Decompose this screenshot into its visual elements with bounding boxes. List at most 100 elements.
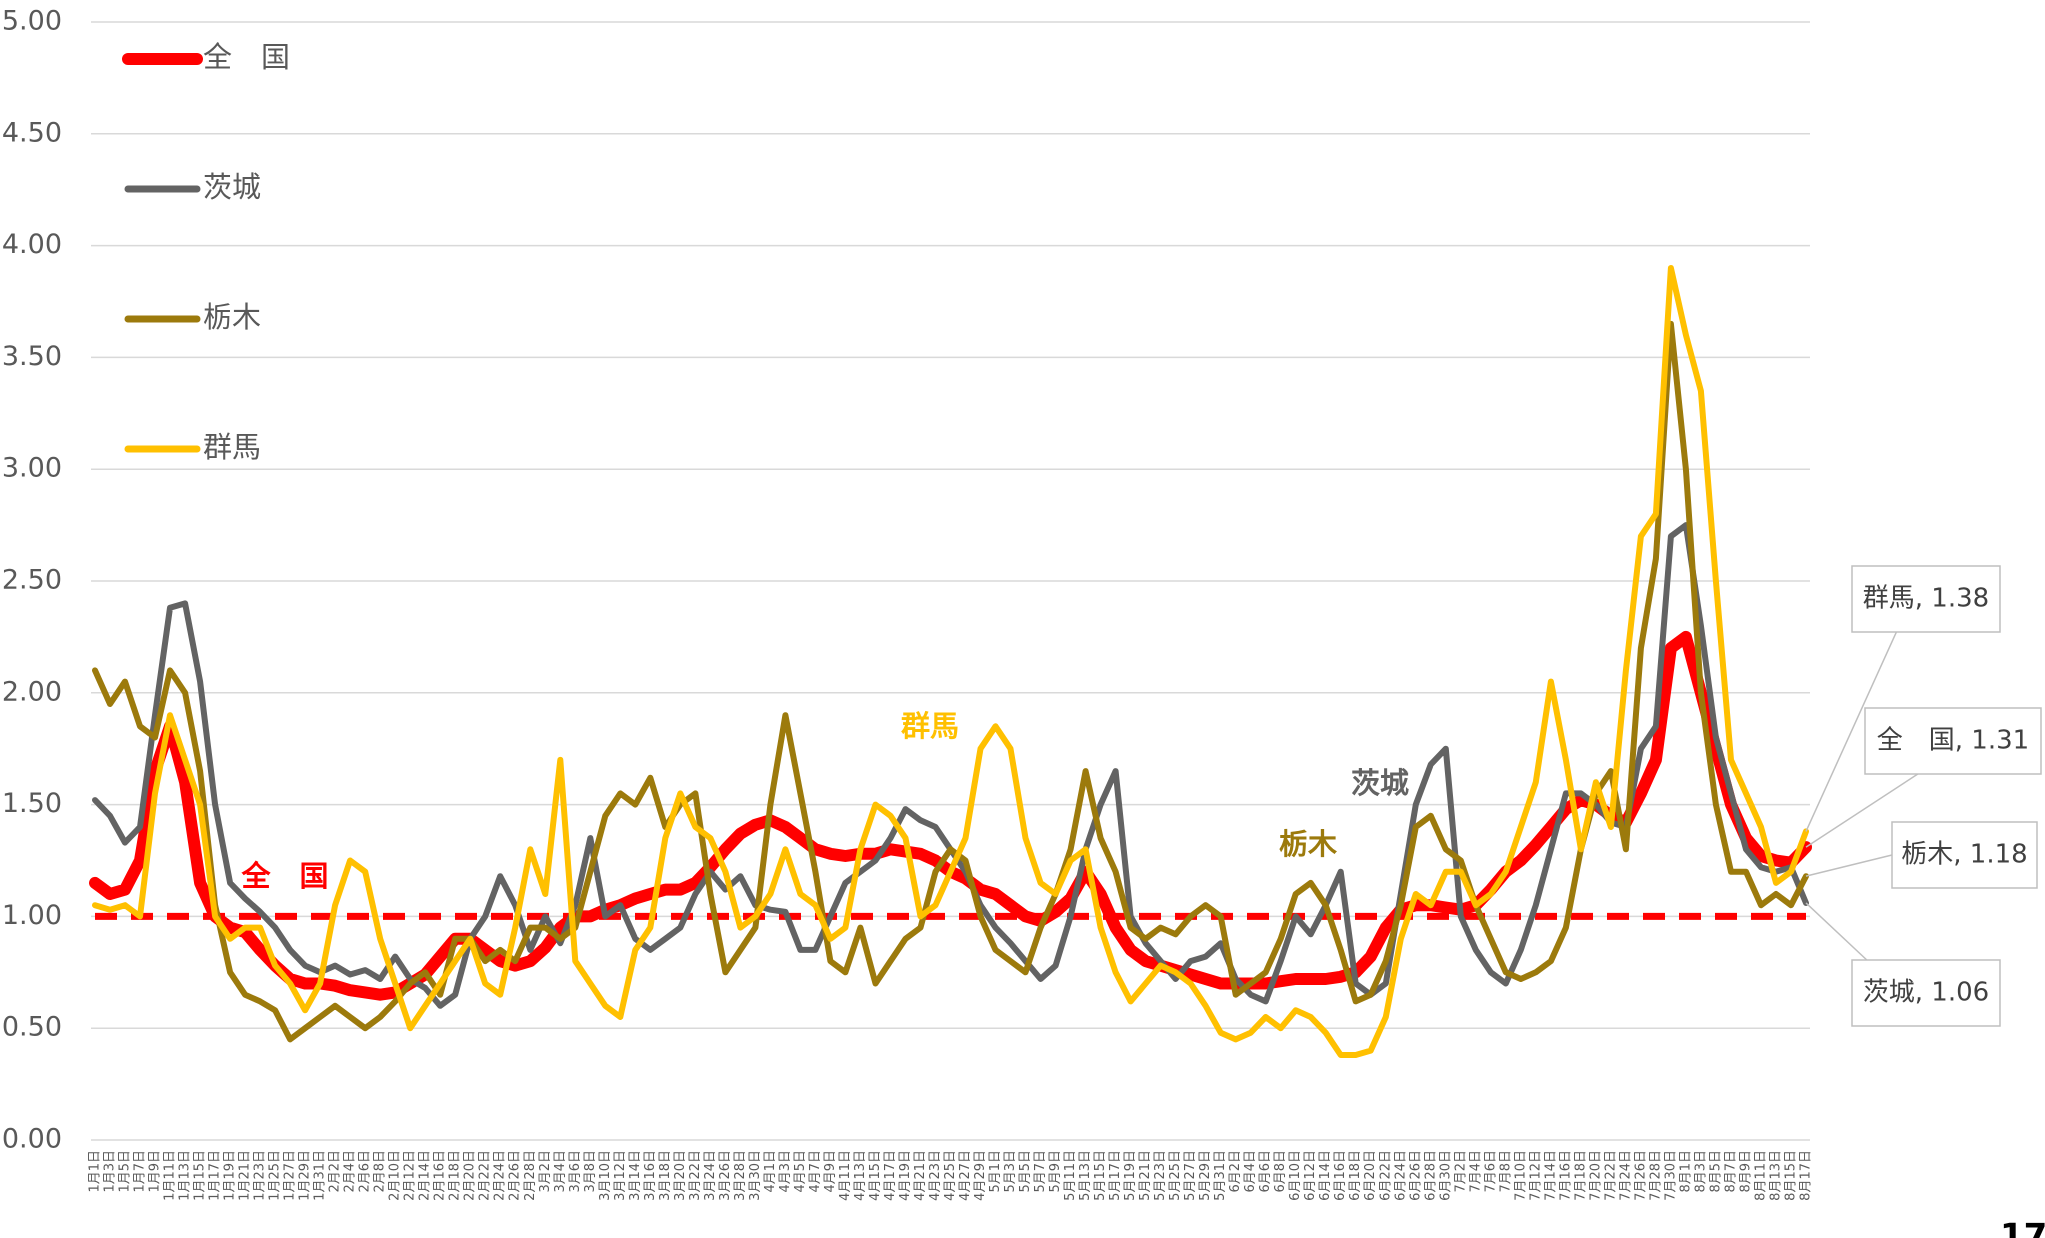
legend-label: 栃木 [203, 300, 261, 334]
y-tick-label: 4.50 [2, 117, 62, 148]
x-tick-label: 1月29日 [298, 1150, 313, 1201]
x-tick-label: 1月27日 [283, 1150, 298, 1201]
x-tick-label: 2月12日 [403, 1150, 418, 1201]
y-tick-label: 0.00 [2, 1124, 62, 1155]
x-tick-label: 6月18日 [1348, 1150, 1363, 1201]
x-tick-label: 5月15日 [1093, 1150, 1108, 1201]
x-tick-label: 5月23日 [1153, 1150, 1168, 1201]
x-tick-label: 4月15日 [868, 1150, 883, 1201]
y-tick-label: 5.00 [2, 6, 62, 37]
x-tick-label: 3月4日 [553, 1150, 568, 1193]
x-tick-label: 4月3日 [778, 1150, 793, 1193]
x-tick-label: 3月30日 [748, 1150, 763, 1201]
x-tick-label: 1月25日 [268, 1150, 283, 1201]
leader-line [1805, 631, 1898, 832]
x-tick-label: 2月4日 [343, 1150, 358, 1193]
x-tick-label: 8月13日 [1768, 1150, 1783, 1201]
x-tick-label: 7月4日 [1468, 1150, 1483, 1193]
x-tick-label: 1月19日 [223, 1150, 238, 1201]
data-label-box [1891, 821, 2038, 889]
annotation: 茨城 [1351, 766, 1409, 800]
x-tick-label: 3月18日 [658, 1150, 673, 1201]
x-tick-label: 1月23日 [253, 1150, 268, 1201]
x-tick-label: 6月10日 [1288, 1150, 1303, 1201]
x-tick-label: 7月14日 [1543, 1150, 1558, 1201]
x-tick-label: 6月20日 [1363, 1150, 1378, 1201]
y-tick-label: 0.50 [2, 1012, 62, 1043]
legend-label: 茨城 [203, 170, 261, 204]
x-tick-label: 2月2日 [328, 1150, 343, 1193]
leader-line [1805, 902, 1868, 961]
x-tick-label: 1月7日 [133, 1150, 148, 1193]
x-tick-label: 4月9日 [823, 1150, 838, 1193]
x-tick-label: 4月27日 [958, 1150, 973, 1201]
x-tick-label: 1月15日 [193, 1150, 208, 1201]
x-tick-label: 2月14日 [418, 1150, 433, 1201]
x-tick-label: 4月21日 [913, 1150, 928, 1201]
data-label: 栃木, 1.18 [1901, 840, 2027, 870]
annotation: 群馬 [901, 709, 959, 743]
x-tick-label: 4月17日 [883, 1150, 898, 1201]
x-tick-label: 3月24日 [703, 1150, 718, 1201]
x-tick-label: 4月29日 [973, 1150, 988, 1201]
x-tick-label: 3月20日 [673, 1150, 688, 1201]
x-tick-label: 3月14日 [628, 1150, 643, 1201]
x-tick-label: 5月9日 [1048, 1150, 1063, 1193]
x-tick-label: 8月11日 [1753, 1150, 1768, 1201]
data-label: 全 国, 1.31 [1877, 726, 2029, 756]
x-tick-label: 7月6日 [1483, 1150, 1498, 1193]
x-tick-label: 7月16日 [1558, 1150, 1573, 1201]
x-tick-label: 7月8日 [1498, 1150, 1513, 1193]
x-tick-label: 7月18日 [1573, 1150, 1588, 1201]
x-tick-label: 1月31日 [313, 1150, 328, 1201]
x-tick-label: 8月15日 [1783, 1150, 1798, 1201]
x-tick-label: 1月9日 [148, 1150, 163, 1193]
x-tick-label: 2月20日 [463, 1150, 478, 1201]
x-tick-label: 5月27日 [1183, 1150, 1198, 1201]
x-tick-label: 2月24日 [493, 1150, 508, 1201]
x-tick-label: 3月2日 [538, 1150, 553, 1193]
x-tick-label: 6月30日 [1438, 1150, 1453, 1201]
x-tick-label: 4月19日 [898, 1150, 913, 1201]
x-tick-label: 7月30日 [1663, 1150, 1678, 1201]
legend-label: 全 国 [203, 40, 290, 74]
x-tick-label: 7月20日 [1588, 1150, 1603, 1201]
x-tick-label: 5月7日 [1033, 1150, 1048, 1193]
x-tick-label: 7月12日 [1528, 1150, 1543, 1201]
x-tick-label: 4月5日 [793, 1150, 808, 1193]
x-tick-label: 5月17日 [1108, 1150, 1123, 1201]
x-tick-label: 6月12日 [1303, 1150, 1318, 1201]
leader-line [1805, 773, 1919, 848]
x-tick-label: 7月2日 [1453, 1150, 1468, 1193]
x-tick-label: 4月13日 [853, 1150, 868, 1201]
x-tick-label: 5月21日 [1138, 1150, 1153, 1201]
x-tick-label: 6月8日 [1273, 1150, 1288, 1193]
x-tick-label: 2月10日 [388, 1150, 403, 1201]
x-tick-label: 2月16日 [433, 1150, 448, 1201]
x-tick-label: 6月6日 [1258, 1150, 1273, 1193]
x-tick-label: 8月9日 [1738, 1150, 1753, 1193]
y-tick-label: 4.00 [2, 229, 62, 260]
x-tick-label: 5月31日 [1213, 1150, 1228, 1201]
series-line [92, 522, 1809, 1009]
x-tick-label: 6月14日 [1318, 1150, 1333, 1201]
x-tick-label: 2月18日 [448, 1150, 463, 1201]
x-tick-label: 7月28日 [1648, 1150, 1663, 1201]
x-tick-label: 1月17日 [208, 1150, 223, 1201]
x-tick-label: 5月13日 [1078, 1150, 1093, 1201]
x-tick-label: 2月28日 [523, 1150, 538, 1201]
y-tick-label: 2.50 [2, 565, 62, 596]
x-tick-label: 6月4日 [1243, 1150, 1258, 1193]
x-tick-label: 6月26日 [1408, 1150, 1423, 1201]
x-tick-label: 5月19日 [1123, 1150, 1138, 1201]
data-label-box [1851, 959, 2001, 1027]
annotation: 栃木 [1279, 827, 1337, 861]
x-tick-label: 4月23日 [928, 1150, 943, 1201]
x-tick-label: 6月2日 [1228, 1150, 1243, 1193]
annotation: 全 国 [240, 859, 328, 893]
x-tick-label: 2月26日 [508, 1150, 523, 1201]
x-tick-label: 4月1日 [763, 1150, 778, 1193]
x-tick-label: 3月12日 [613, 1150, 628, 1201]
x-tick-label: 3月28日 [733, 1150, 748, 1201]
